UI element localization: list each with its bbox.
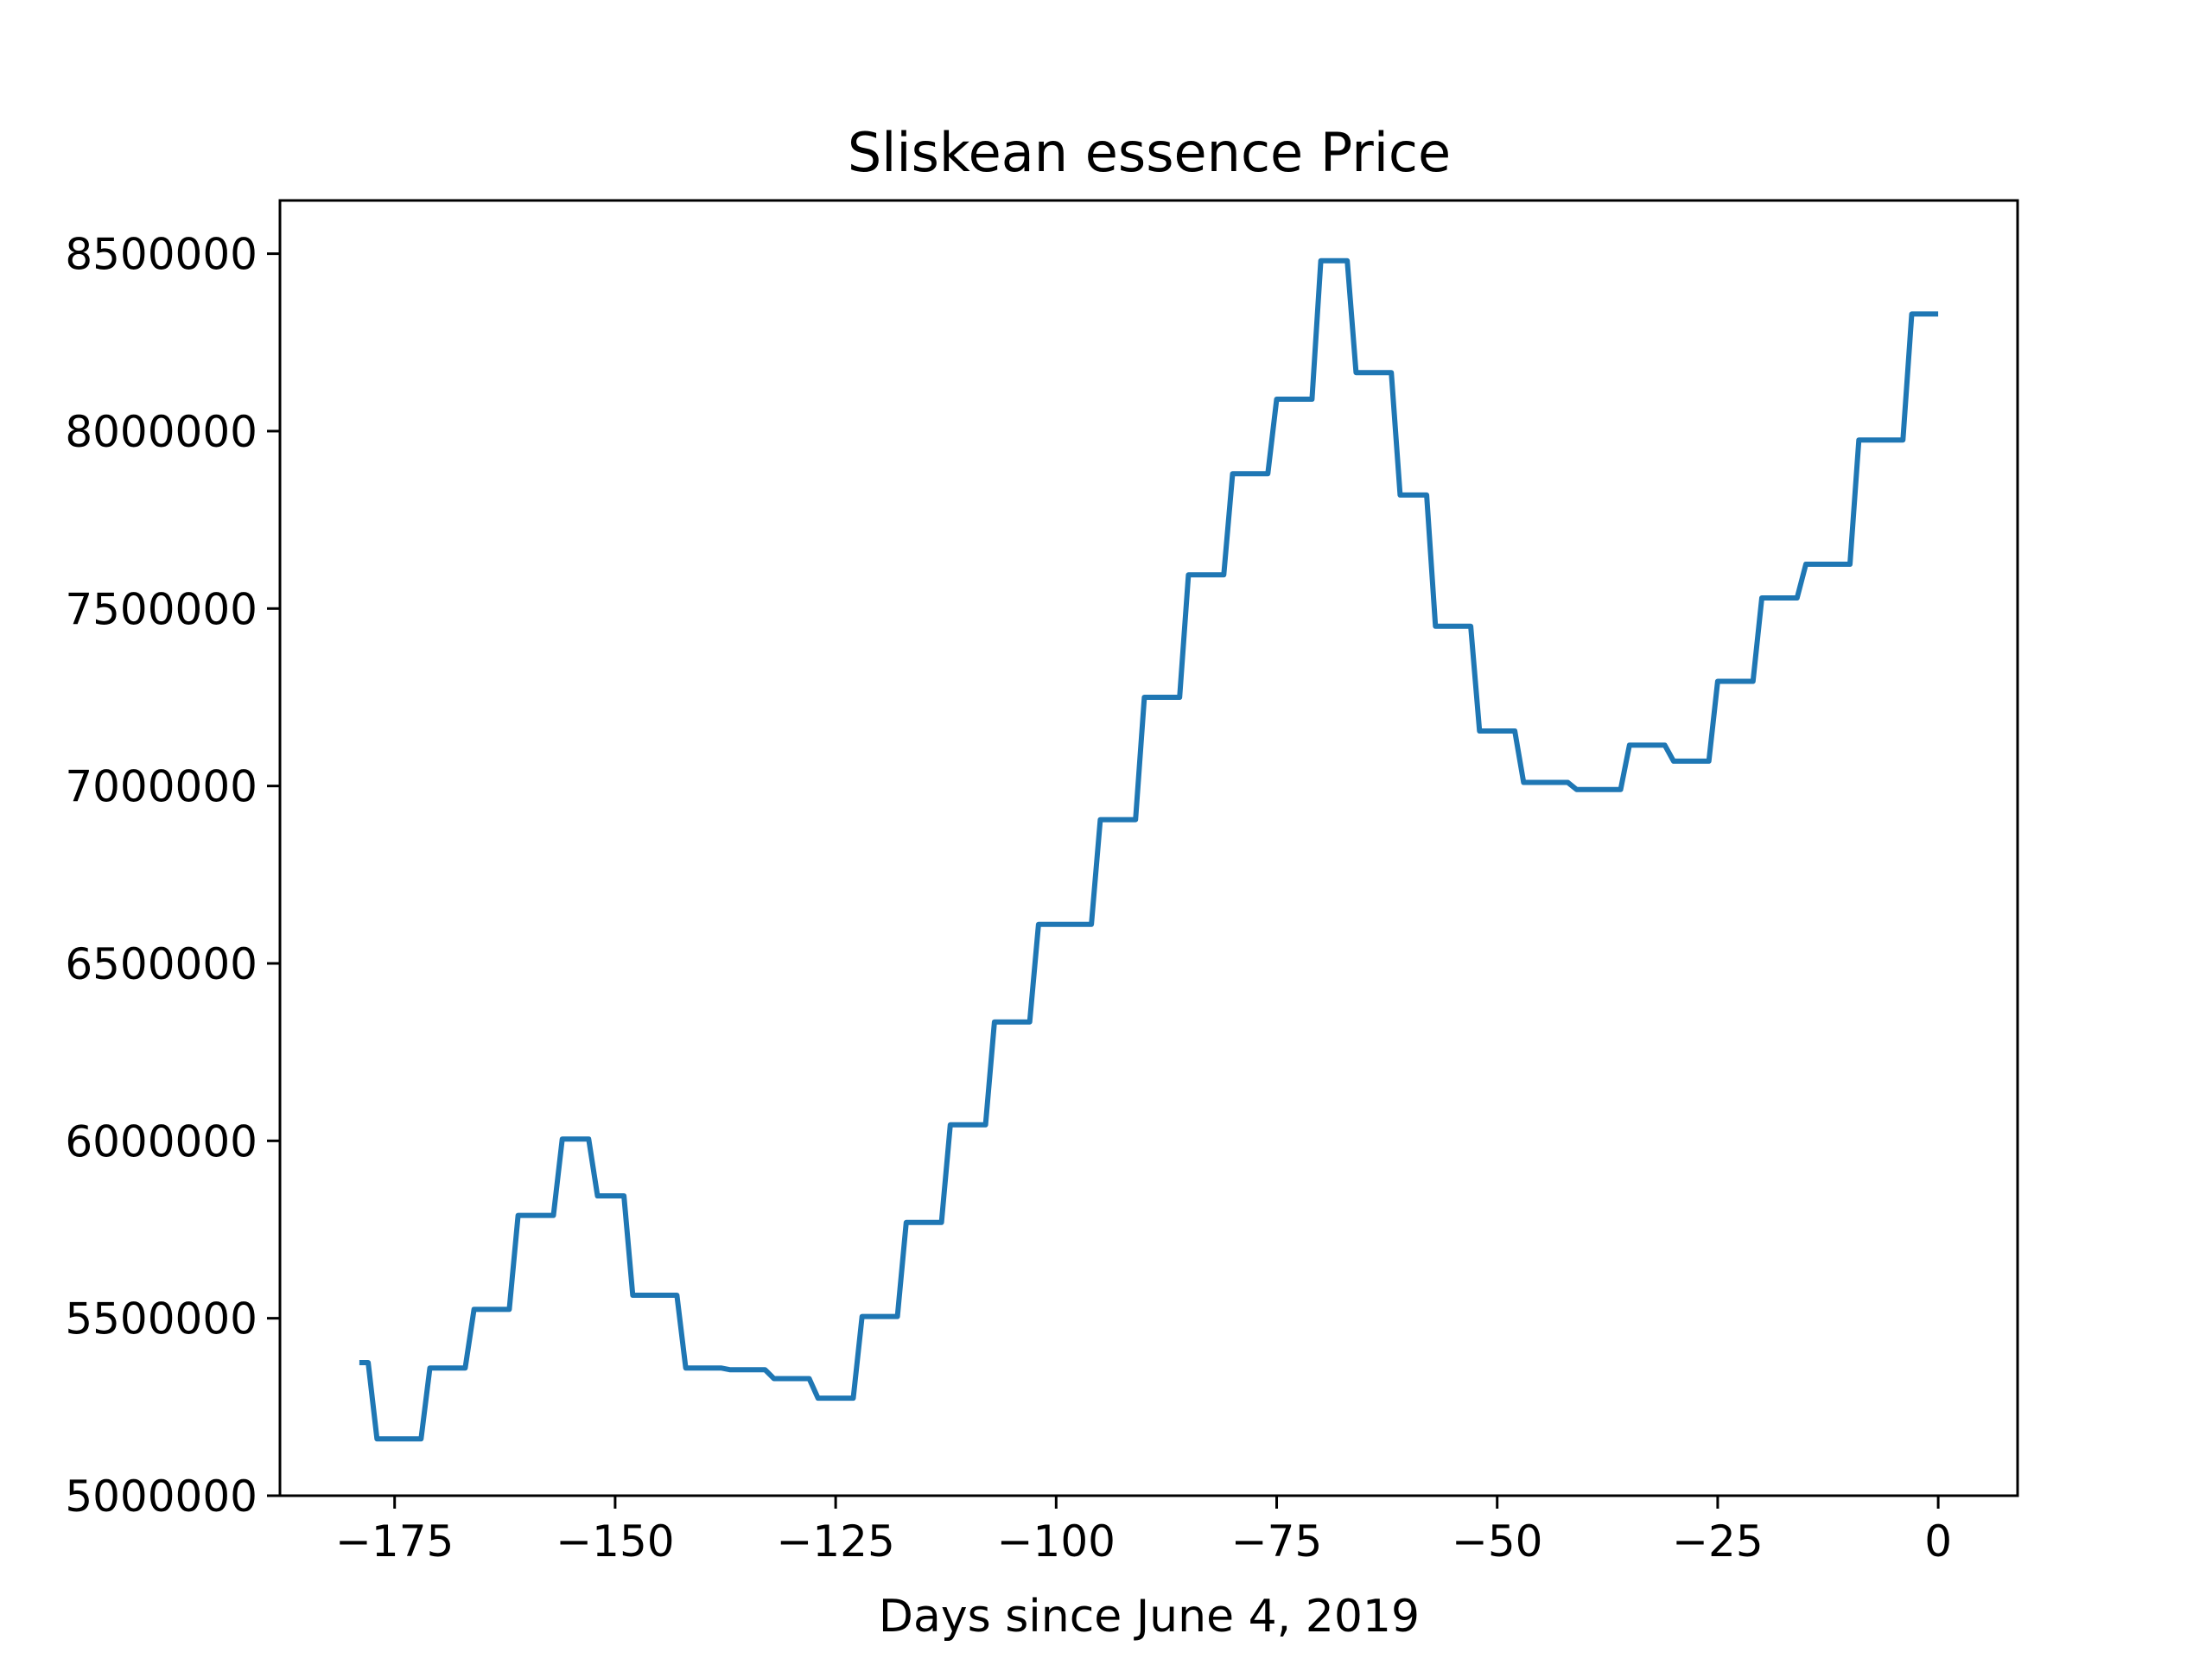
x-tick-label: −50 (1452, 1516, 1543, 1567)
x-tick-label: −100 (997, 1516, 1116, 1567)
y-tick-label: 6500000 (65, 939, 257, 989)
y-tick-label: 7000000 (65, 762, 257, 812)
y-tick-label: 7500000 (65, 584, 257, 634)
x-tick-label: −175 (335, 1516, 454, 1567)
x-tick-label: 0 (1924, 1516, 1952, 1567)
x-tick-label: −75 (1231, 1516, 1323, 1567)
series-line-0 (359, 257, 1939, 1442)
y-tick-label: 8500000 (65, 230, 257, 280)
plot-layer: −175 −150 −125 −100 −75 −50 −25 0 5000000 5500000… (65, 199, 2019, 1567)
x-axis-label: Days since June 4, 2019 (879, 1591, 1420, 1643)
y-tick-label: 6000000 (65, 1116, 257, 1166)
chart-title: Sliskean essence Price (848, 121, 1451, 184)
plot-frame (278, 199, 2019, 1497)
x-tick-label: −150 (556, 1516, 674, 1567)
y-tick-label: 8000000 (65, 407, 257, 457)
x-tick-label: −25 (1672, 1516, 1764, 1567)
x-tick-label: −125 (776, 1516, 894, 1567)
y-tick-label: 5500000 (65, 1294, 257, 1344)
y-tick-label: 5000000 (65, 1471, 257, 1522)
